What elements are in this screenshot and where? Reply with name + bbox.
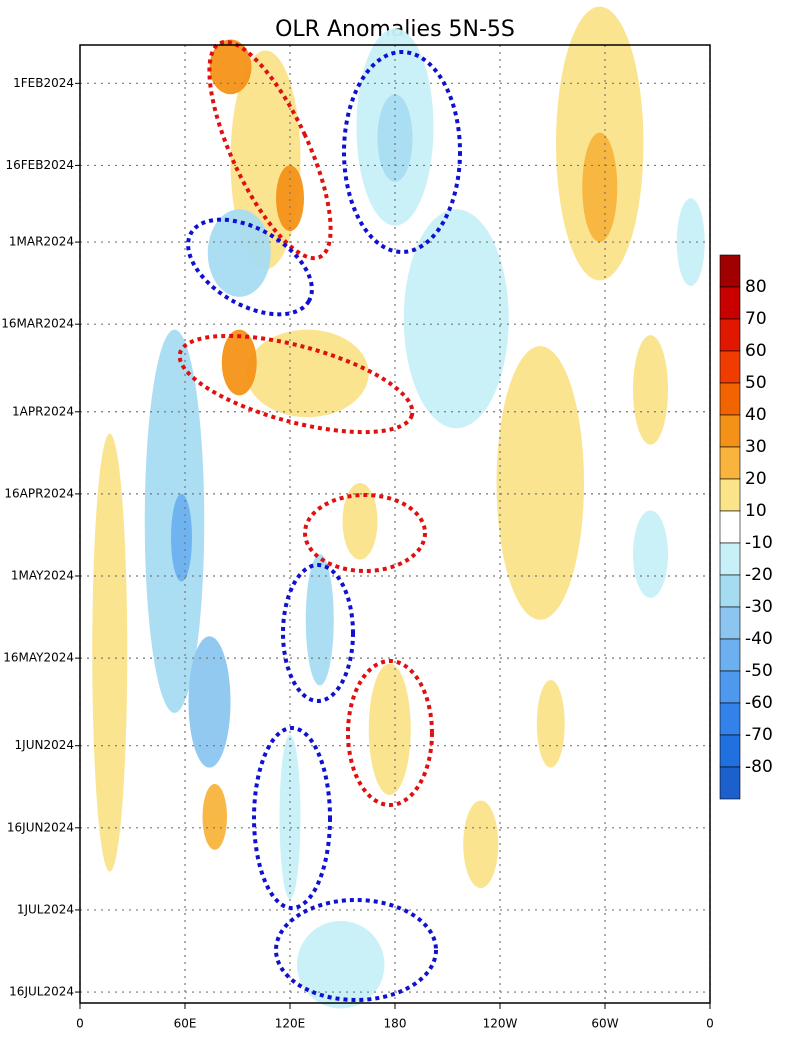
colorbar-box	[719, 254, 741, 288]
anomaly-blob	[582, 132, 618, 243]
y-tick-label: 16JUL2024	[9, 985, 74, 999]
colorbar-box	[719, 382, 741, 416]
colorbar-label: -70	[745, 725, 773, 745]
colorbar-box	[719, 606, 741, 640]
anomaly-blob	[209, 39, 252, 95]
colorbar-box	[719, 574, 741, 608]
annotation-ellipse	[281, 563, 355, 703]
colorbar-label: -60	[745, 693, 773, 713]
anomaly-blob	[171, 493, 192, 582]
colorbar-label: -30	[745, 597, 773, 617]
annotations	[177, 39, 462, 1002]
anomaly-blob	[297, 920, 385, 1009]
annotation-ellipse	[177, 333, 415, 435]
annotation-ellipse	[252, 726, 332, 910]
annotation-ellipse	[207, 39, 333, 261]
colorbar-label: 80	[745, 277, 767, 297]
colorbar-box	[719, 670, 741, 704]
anomaly-blob	[496, 346, 584, 620]
colorbar-label: -10	[745, 533, 773, 553]
colorbar-label: 10	[745, 501, 767, 521]
anomaly-blob	[207, 209, 271, 297]
x-tick-label: 60W	[591, 1017, 618, 1031]
colorbar-box	[719, 446, 741, 480]
y-tick-label: 1APR2024	[12, 404, 74, 418]
colorbar-label: -40	[745, 629, 773, 649]
colorbar-box	[719, 286, 741, 320]
colorbar-label: 30	[745, 437, 767, 457]
x-tick-label: 0	[76, 1017, 84, 1031]
colorbar-box	[719, 542, 741, 576]
y-tick-label: 16FEB2024	[5, 158, 74, 172]
anomaly-blob	[633, 510, 668, 598]
anomaly-blob	[536, 680, 565, 768]
anomaly-blob	[377, 94, 413, 182]
colorbar-label: 70	[745, 309, 767, 329]
annotation-ellipse	[186, 217, 314, 317]
y-tick-label: 1MAY2024	[11, 569, 74, 583]
anomaly-blob	[188, 636, 231, 768]
anomaly-blob	[403, 209, 509, 429]
colorbar-label: 60	[745, 341, 767, 361]
colorbar-box	[719, 414, 741, 448]
anomaly-blob	[342, 482, 378, 560]
colorbar-box	[719, 478, 741, 512]
y-tick-label: 1MAR2024	[9, 235, 74, 249]
anomaly-field	[92, 6, 705, 1009]
annotation-ellipse	[346, 659, 434, 807]
anomaly-blob	[463, 800, 499, 889]
anomaly-blob	[368, 663, 411, 795]
anomaly-blob	[202, 784, 227, 850]
annotation-ellipse	[274, 898, 438, 1002]
colorbar-box	[719, 638, 741, 672]
axes: 0 60E 120E 180 120W 60W 0 1FEB2024 16FEB2024 1MAR…	[1, 76, 714, 1031]
colorbar-box	[719, 510, 741, 544]
x-tick-label: 180	[384, 1017, 407, 1031]
anomaly-blob	[305, 554, 334, 686]
x-tick-label: 120W	[483, 1017, 518, 1031]
colorbar-label: -50	[745, 661, 773, 681]
y-tick-label: 1JUL2024	[17, 902, 74, 916]
x-tick-label: 120E	[275, 1017, 306, 1031]
anomaly-blob	[92, 433, 128, 872]
annotation-ellipse	[342, 50, 462, 254]
colorbar-box	[719, 702, 741, 736]
y-tick-label: 16JUN2024	[7, 820, 74, 834]
colorbar-label: -80	[745, 757, 773, 777]
colorbar-box	[719, 766, 741, 800]
colorbar-label: 50	[745, 373, 767, 393]
y-tick-label: 1FEB2024	[13, 76, 74, 90]
anomaly-blob	[221, 329, 257, 396]
colorbar-box	[719, 350, 741, 384]
anomaly-blob	[633, 335, 668, 445]
colorbar-label: 40	[745, 405, 767, 425]
y-tick-label: 16MAY2024	[3, 651, 74, 665]
anomaly-blob	[246, 329, 369, 418]
anomaly-blob	[276, 165, 304, 232]
y-tick-label: 16MAR2024	[1, 317, 74, 331]
colorbar-box	[719, 318, 741, 352]
colorbar-box	[719, 734, 741, 768]
colorbar-label: 20	[745, 469, 767, 489]
colorbar: 80 70 60 50 40 30 20 10 -10 -20 -30 -40 -50 -60 -70 -80	[719, 254, 773, 800]
colorbar-label: -20	[745, 565, 773, 585]
x-tick-label: 0	[706, 1017, 714, 1031]
y-tick-label: 1JUN2024	[15, 738, 74, 752]
x-tick-label: 60E	[174, 1017, 197, 1031]
annotation-ellipse	[303, 493, 427, 573]
y-tick-label: 16APR2024	[4, 486, 74, 500]
